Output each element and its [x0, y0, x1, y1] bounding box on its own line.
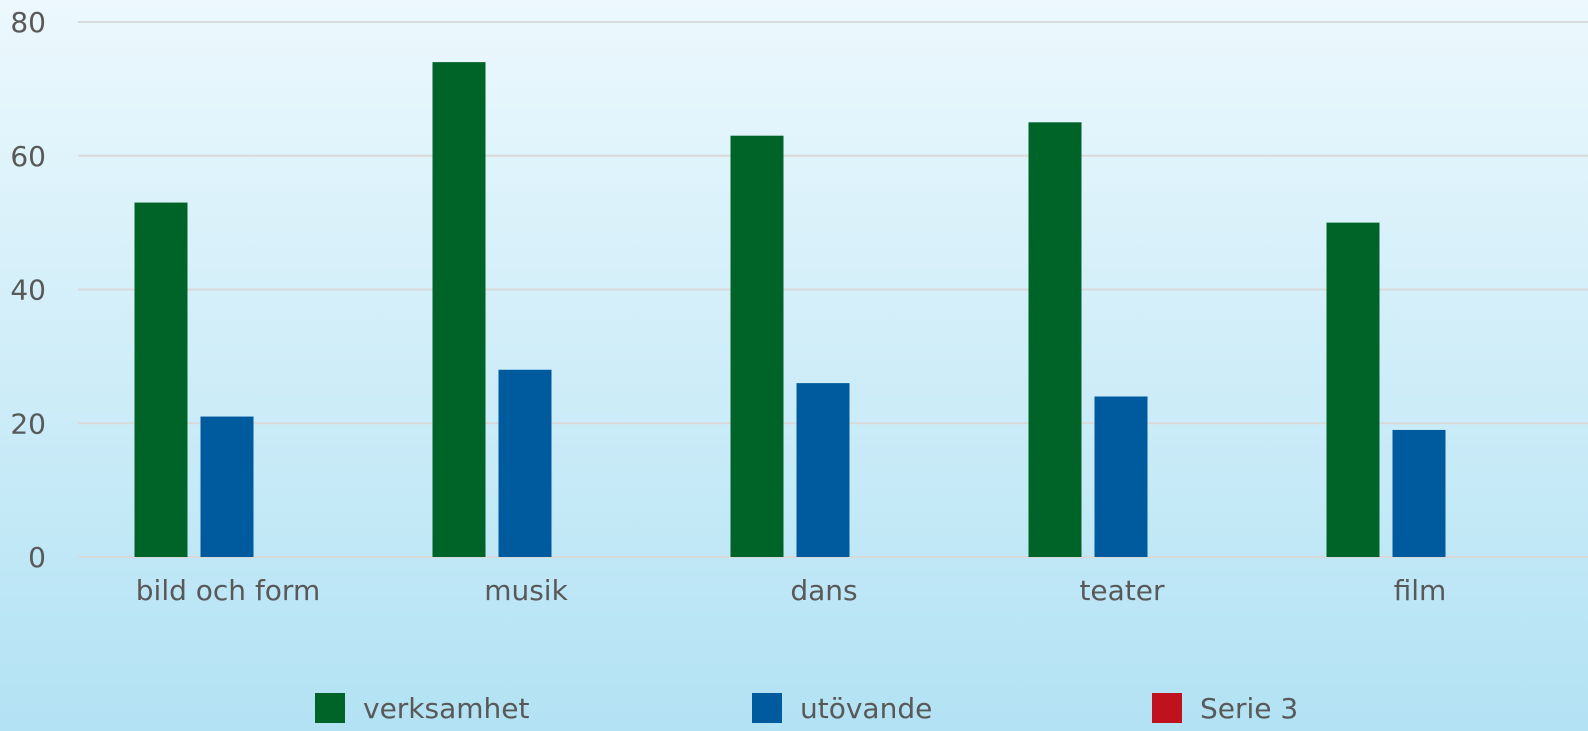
bar — [796, 383, 850, 557]
bar — [1094, 396, 1148, 557]
x-tick-label: bild och form — [136, 574, 320, 607]
legend-swatch — [315, 693, 345, 723]
legend-label: verksamhet — [363, 692, 530, 725]
y-tick-label: 20 — [10, 407, 46, 440]
bar — [1028, 122, 1082, 557]
bar — [1326, 222, 1380, 557]
bar — [200, 416, 254, 557]
y-tick-label: 40 — [10, 274, 46, 307]
bar — [134, 202, 188, 557]
y-tick-label: 0 — [28, 541, 46, 574]
y-tick-label: 80 — [10, 6, 46, 39]
legend-label: Serie 3 — [1200, 692, 1298, 725]
y-tick-label: 60 — [10, 140, 46, 173]
bar — [498, 369, 552, 557]
bar — [730, 135, 784, 557]
x-tick-label: musik — [484, 574, 568, 607]
x-tick-label: teater — [1079, 574, 1165, 607]
legend-swatch — [752, 693, 782, 723]
bar — [1392, 429, 1446, 557]
legend-swatch — [1152, 693, 1182, 723]
x-tick-label: film — [1394, 574, 1447, 607]
bar — [432, 62, 486, 557]
x-tick-label: dans — [790, 574, 857, 607]
legend-label: utövande — [800, 692, 932, 725]
